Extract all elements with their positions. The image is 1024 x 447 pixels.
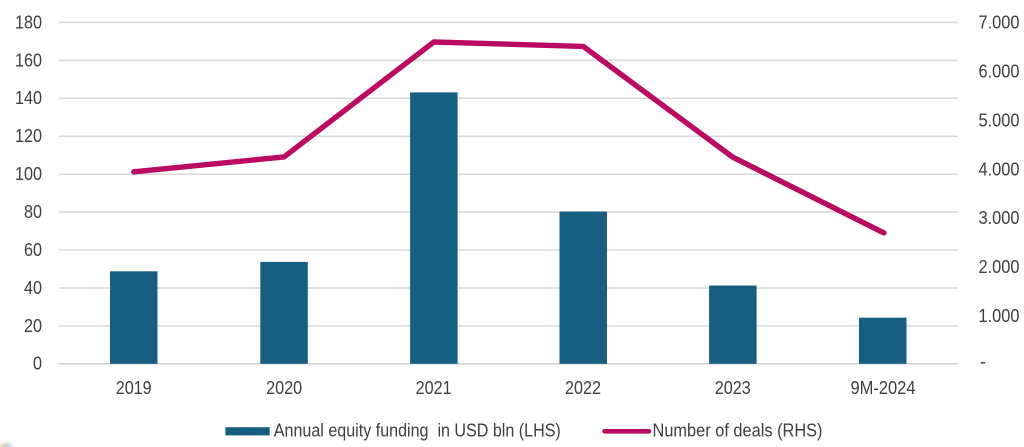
svg-text:7.000: 7.000 [979, 12, 1020, 32]
svg-text:5.000: 5.000 [979, 110, 1020, 130]
svg-text:80: 80 [24, 202, 42, 222]
svg-text:Annual equity funding in USD: Annual equity funding in USD bln (LHS) [274, 421, 561, 441]
svg-text:Number of deals (RHS): Number of deals (RHS) [653, 421, 823, 441]
svg-text:6.000: 6.000 [979, 62, 1020, 82]
svg-text:180: 180 [15, 12, 42, 32]
svg-text:160: 160 [15, 50, 42, 70]
svg-text:120: 120 [15, 126, 42, 146]
svg-text:140: 140 [15, 88, 42, 108]
svg-text:2023: 2023 [715, 378, 751, 398]
svg-text:2019: 2019 [116, 378, 152, 398]
svg-text:2021: 2021 [416, 378, 452, 398]
svg-text:2.000: 2.000 [979, 257, 1020, 277]
svg-text:100: 100 [15, 164, 42, 184]
svg-text:4.000: 4.000 [979, 159, 1020, 179]
svg-text:-: - [980, 352, 986, 372]
svg-text:3.000: 3.000 [979, 208, 1020, 228]
svg-text:2022: 2022 [565, 378, 601, 398]
svg-text:2020: 2020 [266, 378, 302, 398]
svg-text:1.000: 1.000 [979, 306, 1020, 326]
svg-text:40: 40 [24, 278, 42, 298]
svg-text:0: 0 [33, 354, 42, 374]
svg-text:20: 20 [24, 316, 42, 336]
svg-text:9M-2024: 9M-2024 [851, 378, 916, 398]
svg-text:60: 60 [24, 240, 42, 260]
